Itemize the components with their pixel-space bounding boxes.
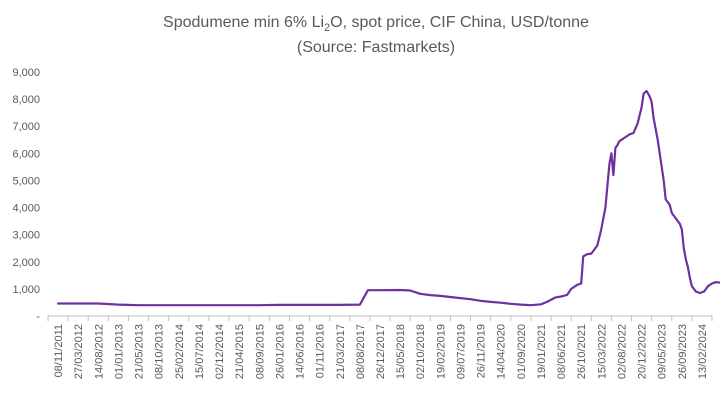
y-tick-label: 8,000	[12, 94, 40, 106]
x-tick-label: 14/04/2020	[496, 324, 508, 379]
y-tick-label: 3,000	[12, 230, 40, 242]
x-tick-label: 08/10/2013	[154, 324, 166, 379]
y-tick-label: 7,000	[12, 121, 40, 133]
x-tick-label: 08/11/2011	[53, 324, 65, 377]
x-tick-label: 02/12/2014	[214, 324, 226, 379]
x-tick-label: 13/02/2024	[697, 324, 709, 379]
plot-area: - 1,000 2,000 3,000 4,000 5,000 6,000 7,000 8,00…	[12, 67, 720, 379]
x-tick-label: 21/03/2017	[335, 324, 347, 379]
x-tick-label: 08/08/2017	[355, 324, 367, 379]
chart-title-prefix: Spodumene min 6% Li	[163, 14, 324, 31]
y-tick-label: 5,000	[12, 175, 40, 187]
y-tick-label: 4,000	[12, 203, 40, 215]
series-line	[56, 89, 720, 307]
x-tick-label: 25/02/2014	[174, 324, 186, 379]
x-tick-label: 09/05/2023	[657, 324, 669, 379]
x-tick-label: 26/10/2021	[576, 324, 588, 379]
x-tick-label: 20/12/2022	[637, 324, 649, 379]
y-tick-label: 2,000	[12, 257, 40, 269]
chart-source: (Source: Fastmarkets)	[297, 39, 455, 56]
x-tick-label: 26/11/2019	[476, 324, 488, 378]
chart-title: Spodumene min 6% Li2O, spot price, CIF C…	[163, 14, 589, 34]
x-tick-label: 15/07/2014	[194, 324, 206, 379]
y-tick-label: 6,000	[12, 148, 40, 160]
y-tick-label: -	[36, 311, 40, 323]
chart-title-subscript: 2	[324, 22, 330, 34]
x-tick-label: 15/05/2018	[395, 324, 407, 379]
x-tick-label: 21/04/2015	[234, 324, 246, 379]
x-tick-label: 14/06/2016	[295, 324, 307, 379]
x-tick-label: 26/09/2023	[677, 324, 689, 379]
x-tick-label: 19/01/2021	[536, 324, 548, 379]
x-tick-label: 26/01/2016	[274, 324, 286, 379]
x-tick-label: 19/02/2019	[435, 324, 447, 379]
x-tick-label: 27/03/2012	[73, 324, 85, 379]
x-tick-label: 14/08/2012	[93, 324, 105, 379]
x-tick-label: 09/07/2019	[455, 324, 467, 379]
y-tick-label: 9,000	[12, 67, 40, 79]
x-tick-label: 01/01/2013	[113, 324, 125, 379]
x-tick-label: 02/08/2022	[616, 324, 628, 379]
chart-title-suffix: O, spot price, CIF China, USD/tonne	[330, 14, 589, 31]
x-tick-label: 02/10/2018	[415, 324, 427, 379]
x-tick-label: 08/09/2015	[254, 324, 266, 379]
x-tick-label: 26/12/2017	[375, 324, 387, 379]
y-tick-label: 1,000	[12, 284, 40, 296]
x-tick-label: 21/05/2013	[134, 324, 146, 379]
x-tick-label: 01/09/2020	[516, 324, 528, 379]
x-tick-label: 15/03/2022	[596, 324, 608, 379]
x-tick-label: 01/11/2016	[315, 324, 327, 378]
x-tick-label: 08/06/2021	[556, 324, 568, 379]
